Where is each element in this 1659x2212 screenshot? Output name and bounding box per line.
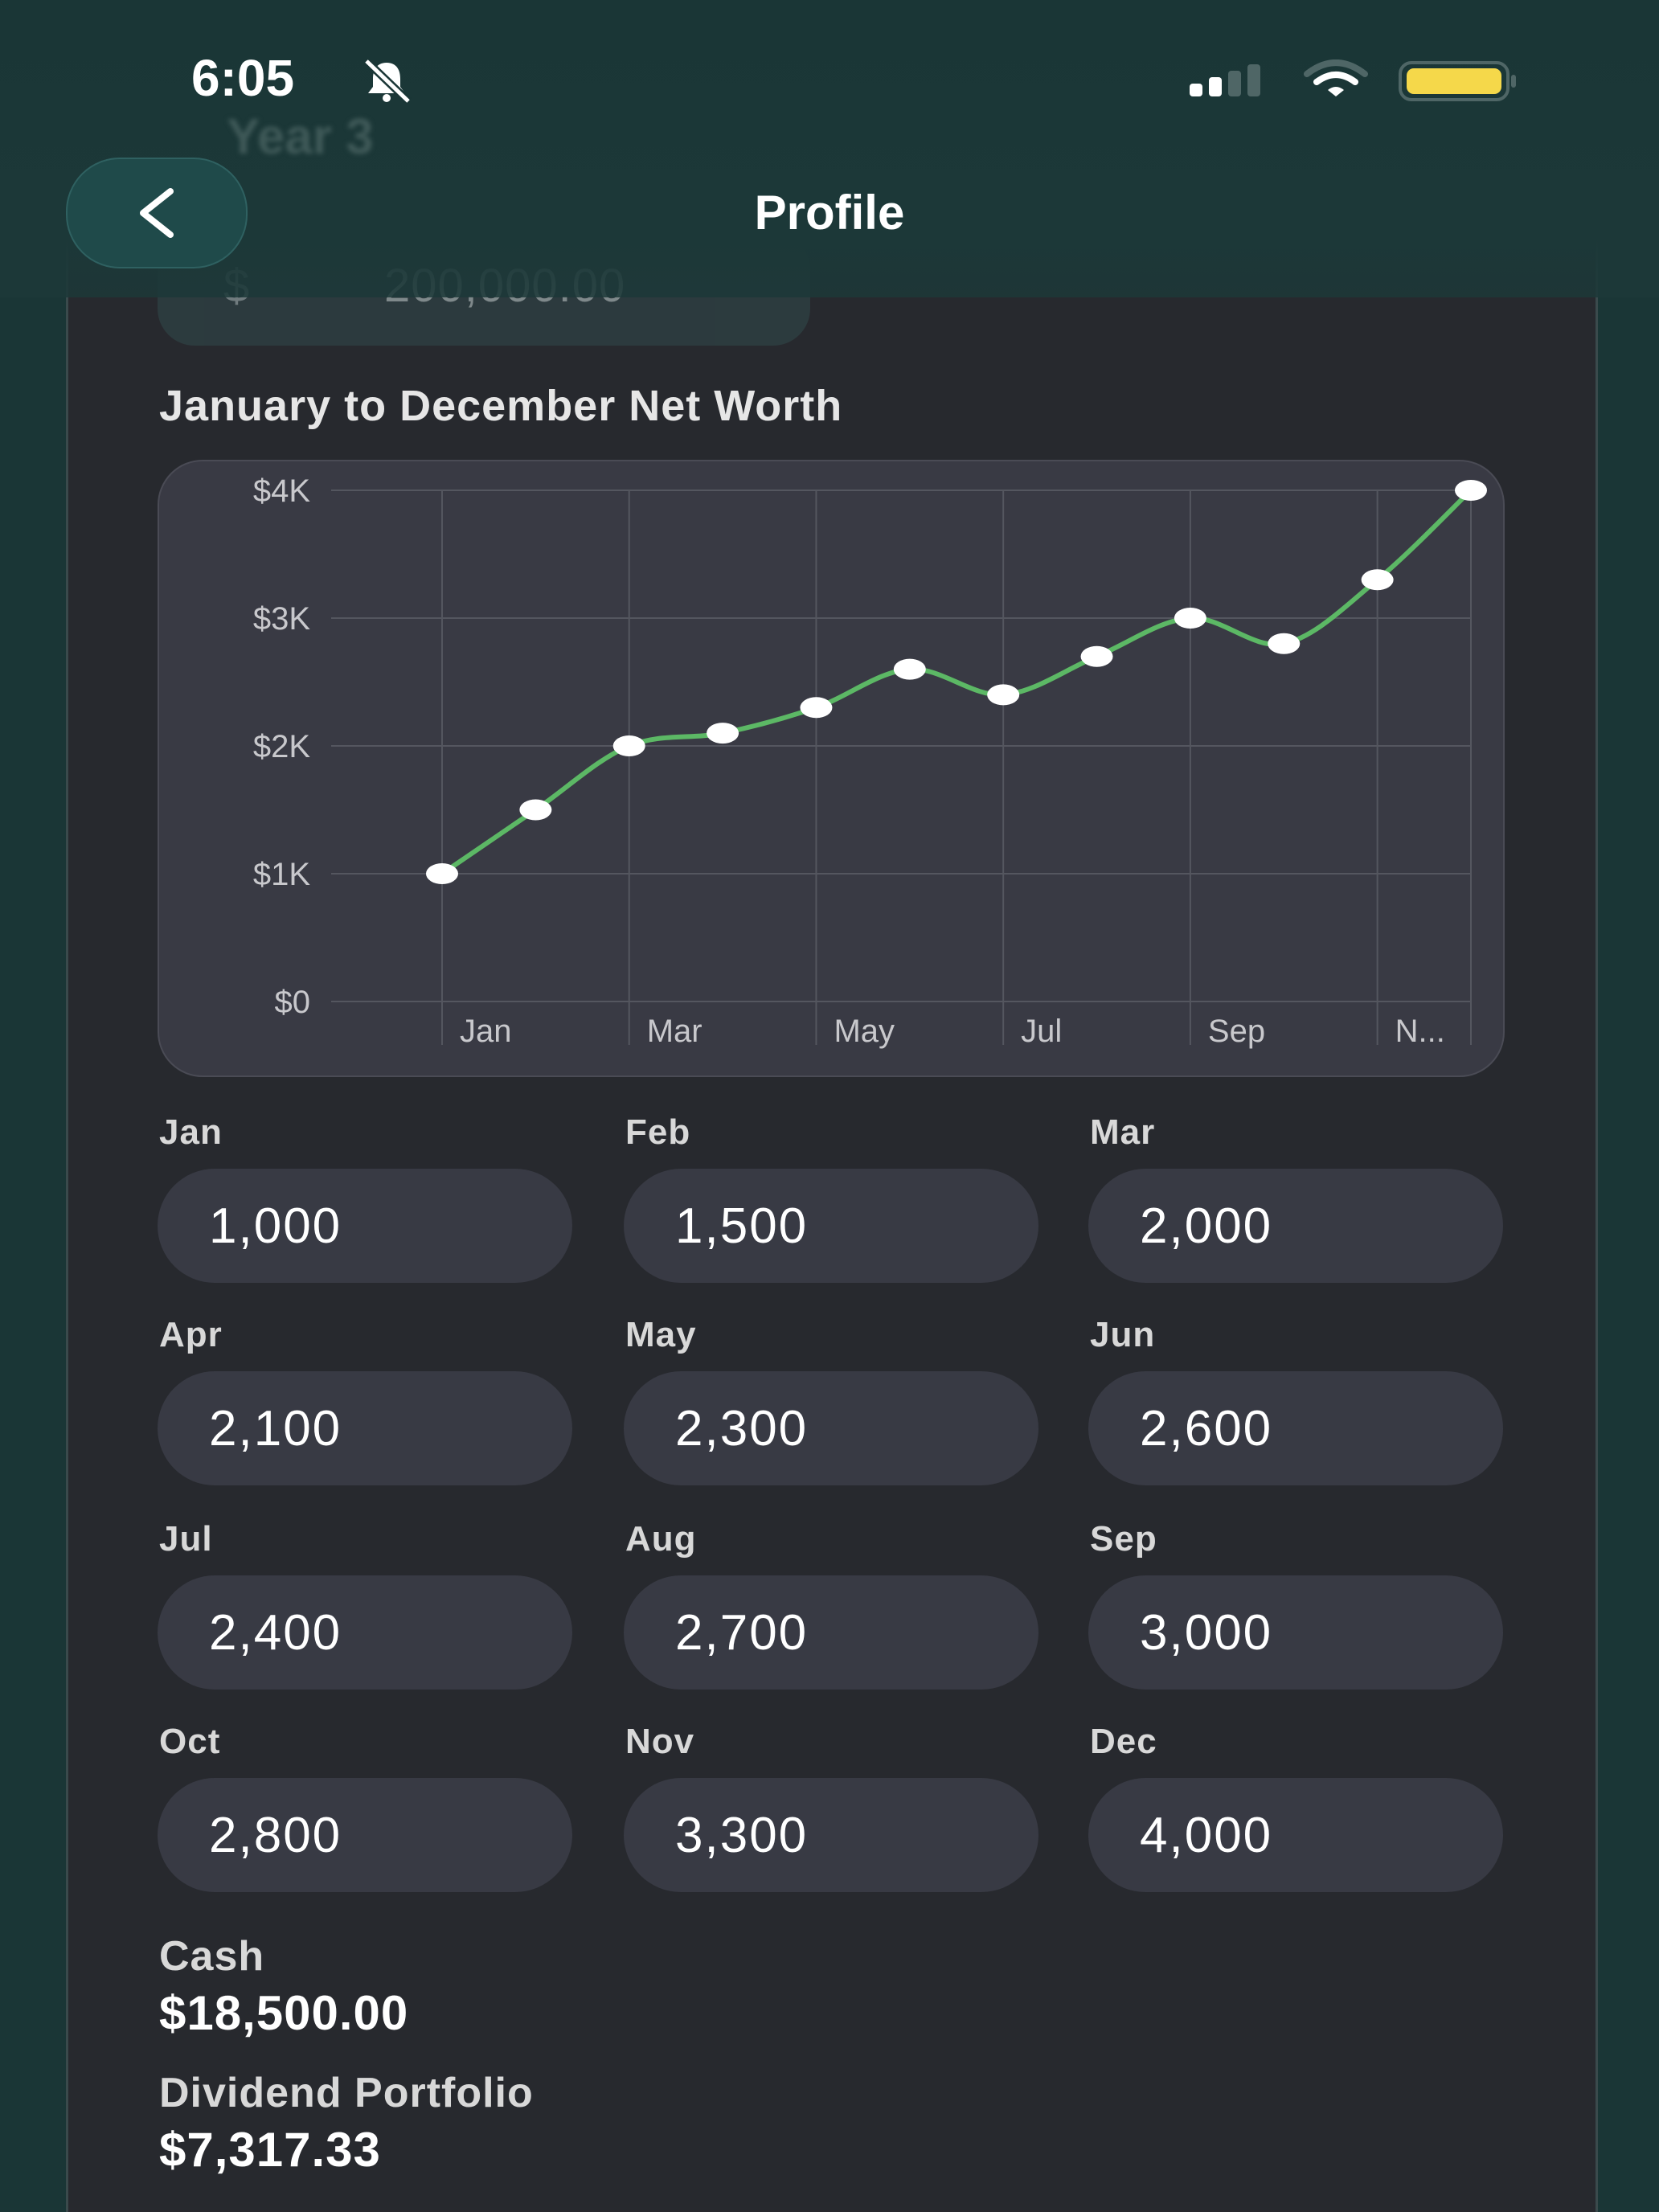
data-point-dec — [1455, 480, 1487, 501]
cash-value: $18,500.00 — [159, 1986, 409, 2040]
cellular-signal-icon — [1190, 64, 1260, 96]
x-tick-label: Sep — [1208, 1014, 1265, 1049]
y-tick-label: $1K — [253, 857, 310, 892]
chevron-left-icon — [140, 188, 174, 238]
month-input-value: 2,800 — [209, 1808, 342, 1863]
data-point-may — [800, 697, 833, 719]
month-input-value: 2,000 — [1140, 1198, 1273, 1254]
month-label-aug: Aug — [625, 1519, 697, 1559]
x-tick-label: Jan — [460, 1014, 512, 1049]
status-time: 6:05 — [191, 49, 295, 107]
header-bar: Year 3 6:05 Profile — [0, 0, 1659, 297]
month-input-jul[interactable]: 2,400 — [158, 1575, 572, 1690]
year-label: Year 3 — [227, 109, 374, 165]
month-input-jun[interactable]: 2,600 — [1088, 1371, 1503, 1485]
y-tick-label: $2K — [253, 729, 310, 764]
back-button[interactable] — [66, 158, 248, 268]
month-input-may[interactable]: 2,300 — [624, 1371, 1038, 1485]
cash-label: Cash — [159, 1933, 265, 1980]
data-point-sep — [1174, 608, 1206, 629]
y-tick-label: $3K — [253, 601, 310, 637]
data-point-oct — [1268, 633, 1301, 654]
month-label-dec: Dec — [1090, 1722, 1157, 1761]
month-input-oct[interactable]: 2,800 — [158, 1778, 572, 1892]
x-tick-label: N... — [1395, 1014, 1445, 1049]
month-input-value: 2,100 — [209, 1401, 342, 1456]
bell-muted-icon — [363, 58, 412, 103]
battery-icon — [1399, 61, 1516, 101]
month-input-value: 2,300 — [675, 1401, 809, 1456]
data-point-nov — [1361, 569, 1394, 591]
net-worth-chart: $0 $1K $2K $3K $4K Jan Mar May Jul Sep N... — [253, 473, 1487, 1049]
month-input-value: 2,700 — [675, 1605, 809, 1661]
dividend-portfolio-label: Dividend Portfolio — [159, 2070, 534, 2116]
month-input-value: 1,000 — [209, 1198, 342, 1254]
page-title: Profile — [754, 186, 905, 240]
data-point-feb — [519, 799, 552, 821]
month-input-mar[interactable]: 2,000 — [1088, 1169, 1503, 1283]
month-label-jan: Jan — [159, 1112, 223, 1152]
x-tick-label: Jul — [1021, 1014, 1062, 1049]
month-label-feb: Feb — [625, 1112, 691, 1152]
month-label-oct: Oct — [159, 1722, 221, 1761]
data-point-jan — [426, 863, 458, 884]
data-point-jun — [893, 658, 926, 680]
month-input-apr[interactable]: 2,100 — [158, 1371, 572, 1485]
month-input-value: 4,000 — [1140, 1808, 1273, 1863]
x-tick-label: Mar — [647, 1014, 703, 1049]
month-label-nov: Nov — [625, 1722, 695, 1761]
month-label-jul: Jul — [159, 1519, 213, 1559]
month-input-value: 1,500 — [675, 1198, 809, 1254]
month-label-jun: Jun — [1090, 1315, 1156, 1354]
dividend-portfolio-value: $7,317.33 — [159, 2123, 381, 2177]
month-label-apr: Apr — [159, 1315, 223, 1354]
data-point-aug — [1080, 645, 1113, 667]
net-worth-line — [440, 488, 1473, 876]
net-worth-chart-card: $0 $1K $2K $3K $4K Jan Mar May Jul Sep N... — [158, 460, 1505, 1077]
month-input-value: 2,600 — [1140, 1401, 1273, 1456]
y-tick-label: $0 — [275, 985, 311, 1020]
x-tick-label: May — [834, 1014, 895, 1049]
month-input-nov[interactable]: 3,300 — [624, 1778, 1038, 1892]
data-point-jul — [987, 684, 1020, 706]
month-input-value: 2,400 — [209, 1605, 342, 1661]
wifi-icon — [1304, 59, 1368, 96]
month-input-dec[interactable]: 4,000 — [1088, 1778, 1503, 1892]
month-input-value: 3,000 — [1140, 1605, 1273, 1661]
month-label-mar: Mar — [1090, 1112, 1156, 1152]
month-input-value: 3,300 — [675, 1808, 809, 1863]
data-point-mar — [612, 735, 645, 756]
month-input-feb[interactable]: 1,500 — [624, 1169, 1038, 1283]
month-input-jan[interactable]: 1,000 — [158, 1169, 572, 1283]
month-label-may: May — [625, 1315, 697, 1354]
month-input-aug[interactable]: 2,700 — [624, 1575, 1038, 1690]
month-label-sep: Sep — [1090, 1519, 1157, 1559]
month-input-sep[interactable]: 3,000 — [1088, 1575, 1503, 1690]
chart-title: January to December Net Worth — [159, 382, 843, 430]
y-tick-label: $4K — [253, 473, 310, 509]
data-point-apr — [707, 723, 739, 744]
